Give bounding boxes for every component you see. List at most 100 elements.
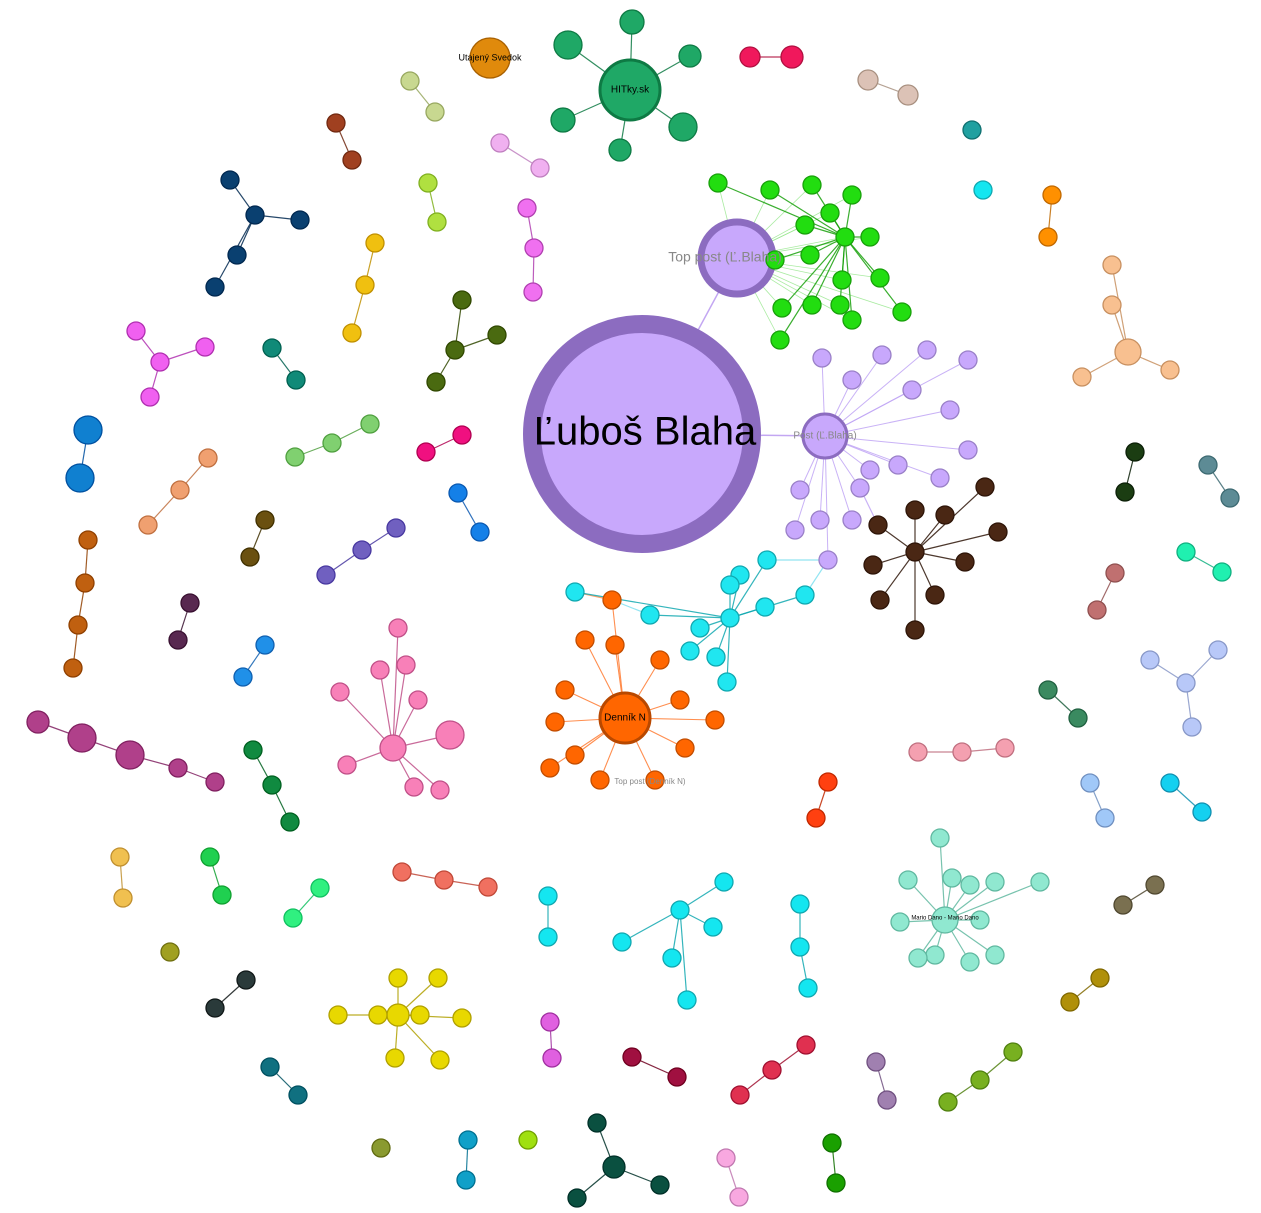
node — [650, 650, 670, 670]
node — [283, 908, 303, 928]
node — [288, 1085, 308, 1105]
node — [518, 1130, 538, 1150]
edge — [649, 614, 731, 619]
node — [716, 1148, 736, 1168]
node — [755, 597, 775, 617]
node — [352, 540, 372, 560]
node — [905, 620, 925, 640]
node — [538, 927, 558, 947]
edge — [781, 236, 846, 309]
node — [452, 290, 472, 310]
node — [863, 555, 883, 575]
node — [960, 952, 980, 972]
node — [772, 298, 792, 318]
node — [430, 780, 450, 800]
node — [785, 520, 805, 540]
node — [316, 565, 336, 585]
node — [456, 1170, 476, 1190]
node — [590, 770, 610, 790]
node — [540, 1012, 560, 1032]
node — [530, 158, 550, 178]
node — [408, 690, 428, 710]
node — [908, 742, 928, 762]
node — [328, 1005, 348, 1025]
node — [63, 658, 83, 678]
node — [212, 885, 232, 905]
edge — [717, 182, 846, 238]
node — [416, 442, 436, 462]
node — [988, 522, 1008, 542]
node — [280, 812, 300, 832]
node — [612, 932, 632, 952]
edge — [944, 881, 1041, 921]
node — [400, 71, 420, 91]
node-label: Denník N — [604, 713, 646, 724]
node-label: Post (Ľ.Blaha) — [793, 431, 856, 442]
node — [523, 315, 761, 553]
node — [619, 9, 645, 35]
node — [870, 268, 890, 288]
node — [677, 990, 697, 1010]
node — [925, 945, 945, 965]
node — [905, 500, 925, 520]
node — [227, 245, 247, 265]
node-label: Top post (Ľ.Blaha) — [668, 249, 782, 265]
node — [645, 770, 665, 790]
node — [868, 515, 888, 535]
edge — [679, 909, 688, 1001]
node — [820, 203, 840, 223]
edge — [621, 909, 681, 943]
node — [1208, 640, 1228, 660]
node — [410, 1005, 430, 1025]
node — [379, 734, 407, 762]
edge — [914, 531, 999, 553]
node — [842, 370, 862, 390]
node — [720, 608, 740, 628]
node — [386, 1003, 410, 1027]
node — [770, 330, 790, 350]
node — [802, 295, 822, 315]
node — [798, 978, 818, 998]
labels: Ľuboš Blaha Top post (Ľ.Blaha) Post (Ľ.Bla… — [458, 52, 979, 921]
node — [240, 547, 260, 567]
node — [458, 1130, 478, 1150]
node — [355, 275, 375, 295]
node — [790, 937, 810, 957]
node — [938, 1092, 958, 1112]
node — [168, 630, 188, 650]
node-label: Ľuboš Blaha — [534, 410, 757, 454]
node — [470, 522, 490, 542]
node — [540, 758, 560, 778]
node — [110, 847, 130, 867]
node — [818, 550, 838, 570]
node — [371, 1138, 391, 1158]
node — [714, 872, 734, 892]
node-label: Utajený Svedok — [458, 52, 522, 62]
node — [448, 483, 468, 503]
node — [126, 321, 146, 341]
node — [960, 875, 980, 895]
node — [170, 480, 190, 500]
node — [796, 1035, 816, 1055]
node — [404, 777, 424, 797]
node — [708, 173, 728, 193]
node — [138, 515, 158, 535]
node — [888, 455, 908, 475]
node — [65, 463, 95, 493]
node — [285, 447, 305, 467]
node — [902, 380, 922, 400]
node — [545, 712, 565, 732]
node — [67, 723, 97, 753]
node — [478, 877, 498, 897]
node — [812, 348, 832, 368]
node — [1160, 360, 1180, 380]
node — [427, 212, 447, 232]
node — [425, 102, 445, 122]
node — [832, 270, 852, 290]
node — [729, 1187, 749, 1207]
node — [68, 615, 88, 635]
node — [322, 433, 342, 453]
node — [1176, 673, 1196, 693]
node — [1080, 773, 1100, 793]
node — [955, 552, 975, 572]
